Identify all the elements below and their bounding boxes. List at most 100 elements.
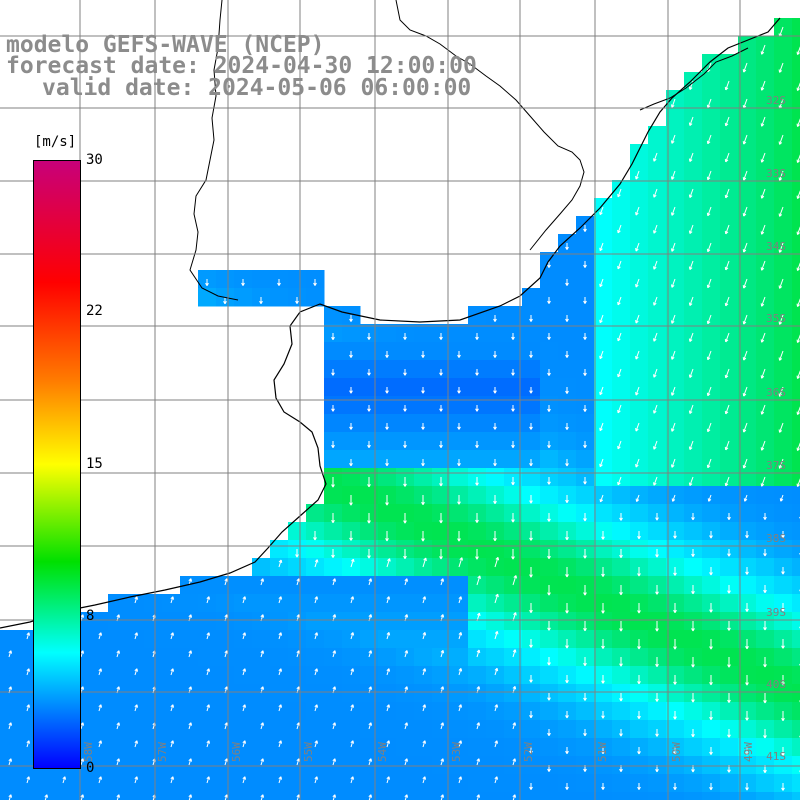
wind-arrowhead	[547, 627, 551, 631]
wind-arrow	[689, 476, 694, 486]
wind-speed-cell	[594, 756, 613, 775]
wind-arrowhead	[617, 409, 621, 414]
wind-speed-cell	[396, 558, 415, 577]
wind-speed-cell	[180, 648, 199, 667]
wind-speed-cell	[702, 252, 721, 271]
wind-arrowhead	[260, 794, 265, 798]
wind-speed-cell	[378, 558, 397, 577]
wind-arrow	[386, 668, 390, 676]
wind-speed-cell	[450, 738, 469, 757]
wind-arrowhead	[170, 776, 175, 780]
wind-arrow	[743, 422, 748, 433]
wind-speed-cell	[450, 558, 469, 577]
wind-speed-cell	[792, 216, 800, 235]
wind-speed-cell	[0, 702, 19, 721]
wind-arrowhead	[439, 336, 443, 340]
wind-speed-cell	[504, 342, 523, 361]
wind-speed-cell	[792, 144, 800, 163]
wind-speed-cell	[378, 630, 397, 649]
wind-speed-cell	[324, 342, 343, 361]
wind-speed-cell	[90, 666, 109, 685]
wind-arrowhead	[619, 663, 623, 667]
wind-speed-cell	[486, 630, 505, 649]
wind-speed-cell	[324, 702, 343, 721]
wind-arrowhead	[206, 596, 211, 600]
wind-speed-cell	[774, 396, 793, 415]
wind-speed-cell	[648, 306, 667, 325]
wind-arrowhead	[404, 578, 409, 582]
wind-arrowhead	[688, 374, 693, 378]
wind-speed-cell	[396, 576, 415, 595]
wind-speed-cell	[504, 450, 523, 469]
wind-speed-cell	[576, 522, 595, 541]
wind-arrow	[617, 368, 622, 378]
wind-arrow	[653, 296, 658, 306]
wind-speed-cell	[198, 594, 217, 613]
wind-speed-cell	[630, 324, 649, 343]
wind-arrowhead	[760, 375, 765, 379]
wind-arrowhead	[565, 282, 569, 286]
wind-arrowhead	[745, 645, 749, 650]
wind-speed-cell	[450, 630, 469, 649]
wind-arrowhead	[727, 590, 731, 594]
wind-speed-cell	[612, 594, 631, 613]
wind-arrowhead	[760, 339, 765, 343]
wind-speed-cell	[504, 648, 523, 667]
wind-arrowhead	[547, 300, 551, 304]
wind-speed-cell	[252, 558, 271, 577]
wind-speed-cell	[558, 684, 577, 703]
wind-speed-cell	[162, 648, 181, 667]
wind-speed-cell	[522, 324, 541, 343]
wind-speed-cell	[216, 666, 235, 685]
wind-arrowhead	[494, 776, 499, 780]
wind-arrowhead	[386, 632, 391, 636]
wind-speed-cell	[126, 702, 145, 721]
wind-arrowhead	[331, 519, 335, 524]
wind-arrow	[224, 758, 228, 766]
wind-arrow	[743, 314, 748, 325]
wind-arrow	[707, 242, 712, 252]
wind-speed-cell	[198, 738, 217, 757]
wind-arrow	[671, 278, 676, 288]
wind-arrowhead	[260, 722, 265, 726]
wind-arrowhead	[778, 429, 783, 433]
wind-arrowhead	[617, 301, 621, 306]
wind-arrowhead	[80, 758, 85, 762]
wind-arrowhead	[724, 86, 729, 91]
wind-arrow	[332, 758, 336, 766]
wind-arrow	[653, 152, 658, 162]
wind-arrow	[332, 578, 336, 586]
wind-arrowhead	[601, 680, 605, 684]
wind-arrowhead	[332, 614, 337, 618]
wind-speed-cell	[720, 666, 739, 685]
wind-speed-cell	[270, 630, 289, 649]
wind-speed-cell	[630, 792, 649, 800]
wind-speed-cell	[252, 720, 271, 739]
wind-speed-cell	[612, 234, 631, 253]
wind-speed-cell	[288, 558, 307, 577]
wind-arrowhead	[260, 614, 265, 618]
wind-speed-cell	[180, 684, 199, 703]
wind-speed-cell	[612, 522, 631, 541]
wind-speed-cell	[108, 684, 127, 703]
wind-arrowhead	[476, 794, 481, 798]
wind-arrowhead	[601, 573, 605, 577]
wind-arrowhead	[619, 733, 623, 737]
wind-arrowhead	[617, 229, 621, 234]
wind-arrowhead	[653, 158, 657, 162]
wind-arrowhead	[724, 446, 729, 451]
wind-speed-cell	[288, 720, 307, 739]
wind-speed-cell	[126, 612, 145, 631]
wind-arrowhead	[403, 444, 407, 448]
wind-arrowhead	[673, 786, 677, 791]
wind-speed-cell	[666, 504, 685, 523]
wind-arrow	[440, 758, 444, 766]
wind-arrowhead	[745, 787, 749, 791]
wind-arrow	[635, 170, 640, 180]
wind-speed-cell	[396, 342, 415, 361]
wind-arrowhead	[565, 246, 569, 250]
wind-arrowhead	[709, 787, 713, 791]
wind-arrowhead	[547, 408, 551, 412]
wind-speed-cell	[198, 612, 217, 631]
